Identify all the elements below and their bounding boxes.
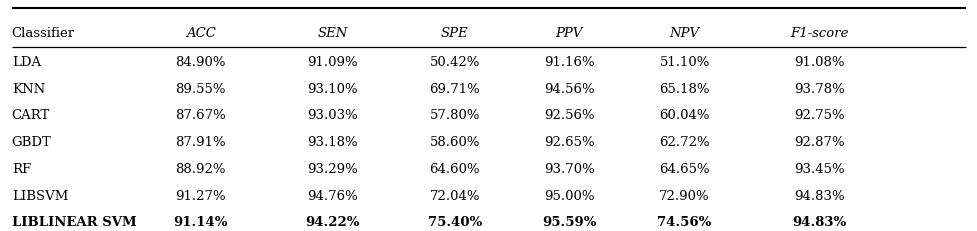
Text: 58.60%: 58.60% [429,136,480,149]
Text: 64.65%: 64.65% [658,162,709,175]
Text: 92.65%: 92.65% [543,136,594,149]
Text: 94.83%: 94.83% [793,189,844,202]
Text: 84.90%: 84.90% [175,56,226,69]
Text: 91.27%: 91.27% [175,189,226,202]
Text: SEN: SEN [317,27,348,40]
Text: PPV: PPV [555,27,582,40]
Text: 72.90%: 72.90% [658,189,709,202]
Text: 93.10%: 93.10% [307,82,358,95]
Text: 60.04%: 60.04% [658,109,709,122]
Text: 62.72%: 62.72% [658,136,709,149]
Text: 93.29%: 93.29% [307,162,358,175]
Text: RF: RF [12,162,31,175]
Text: ACC: ACC [186,27,215,40]
Text: KNN: KNN [12,82,45,95]
Text: 94.83%: 94.83% [791,215,846,228]
Text: GBDT: GBDT [12,136,52,149]
Text: SPE: SPE [441,27,468,40]
Text: 65.18%: 65.18% [658,82,709,95]
Text: LIBLINEAR SVM: LIBLINEAR SVM [12,215,136,228]
Text: 93.18%: 93.18% [307,136,358,149]
Text: 95.59%: 95.59% [541,215,596,228]
Text: 93.03%: 93.03% [307,109,358,122]
Text: 88.92%: 88.92% [175,162,226,175]
Text: F1-score: F1-score [789,27,848,40]
Text: 87.67%: 87.67% [175,109,226,122]
Text: 72.04%: 72.04% [429,189,480,202]
Text: 92.87%: 92.87% [793,136,844,149]
Text: NPV: NPV [669,27,699,40]
Text: 91.08%: 91.08% [793,56,844,69]
Text: 74.56%: 74.56% [657,215,711,228]
Text: 69.71%: 69.71% [429,82,480,95]
Text: 91.09%: 91.09% [307,56,358,69]
Text: 95.00%: 95.00% [543,189,594,202]
Text: LIBSVM: LIBSVM [12,189,68,202]
Text: 64.60%: 64.60% [429,162,480,175]
Text: 89.55%: 89.55% [175,82,226,95]
Text: CART: CART [12,109,50,122]
Text: 94.56%: 94.56% [543,82,594,95]
Text: 94.76%: 94.76% [307,189,358,202]
Text: 93.70%: 93.70% [543,162,594,175]
Text: 92.56%: 92.56% [543,109,594,122]
Text: 92.75%: 92.75% [793,109,844,122]
Text: 94.22%: 94.22% [305,215,360,228]
Text: 93.45%: 93.45% [793,162,844,175]
Text: 50.42%: 50.42% [429,56,480,69]
Text: Classifier: Classifier [12,27,75,40]
Text: 93.78%: 93.78% [793,82,844,95]
Text: 75.40%: 75.40% [427,215,482,228]
Text: 51.10%: 51.10% [658,56,709,69]
Text: 91.14%: 91.14% [173,215,228,228]
Text: 57.80%: 57.80% [429,109,480,122]
Text: LDA: LDA [12,56,41,69]
Text: 91.16%: 91.16% [543,56,594,69]
Text: 87.91%: 87.91% [175,136,226,149]
